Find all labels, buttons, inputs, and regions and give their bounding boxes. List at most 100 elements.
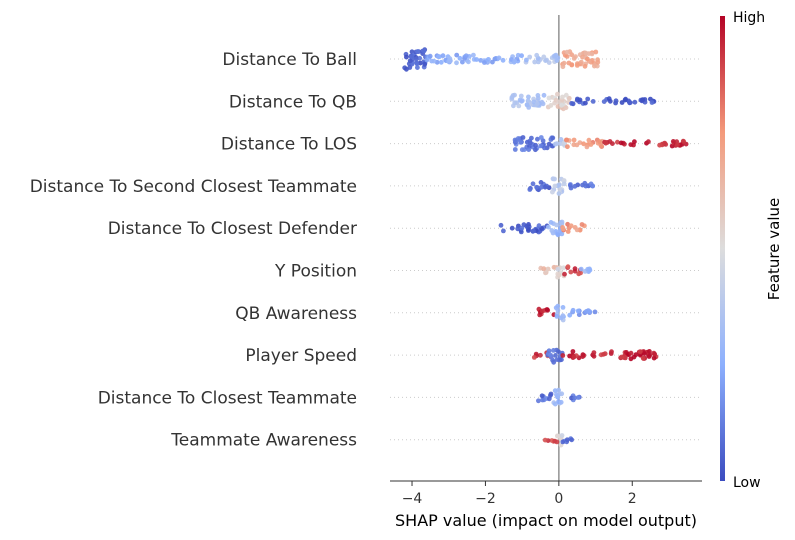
- shap-point: [553, 353, 558, 358]
- feature-points-8: [531, 347, 659, 365]
- shap-point: [591, 353, 597, 359]
- feature-label-2: Distance To QB: [229, 92, 357, 112]
- feature-points-9: [536, 387, 582, 407]
- shap-point: [463, 53, 469, 59]
- shap-point: [555, 232, 561, 238]
- colorbar-title: Feature value: [765, 198, 783, 300]
- shap-point: [565, 144, 570, 150]
- shap-point: [618, 140, 624, 146]
- shap-point: [585, 96, 591, 102]
- shap-point: [564, 49, 570, 55]
- shap-point: [404, 54, 409, 60]
- shap-point: [555, 308, 561, 313]
- shap-point: [555, 271, 561, 277]
- shap-point: [542, 145, 547, 151]
- shap-point: [601, 351, 606, 357]
- feature-points-7: [536, 303, 598, 323]
- shap-point: [555, 104, 561, 109]
- shap-point: [564, 137, 570, 143]
- shap-point: [518, 93, 524, 99]
- shap-point: [642, 351, 647, 356]
- shap-point: [530, 181, 536, 187]
- shap-point: [628, 350, 634, 356]
- shap-point: [538, 135, 544, 140]
- shap-point: [569, 62, 575, 68]
- shap-point: [590, 99, 596, 104]
- x-axis-ticks: −4 −2 0 2: [402, 481, 637, 507]
- feature-label-3: Distance To LOS: [221, 135, 357, 155]
- shap-point: [549, 228, 555, 233]
- shap-point: [431, 58, 437, 64]
- shap-point: [569, 437, 575, 443]
- shap-point: [546, 224, 551, 230]
- shap-point: [515, 136, 521, 141]
- shap-point: [544, 307, 550, 312]
- shap-point: [585, 56, 590, 62]
- shap-point: [568, 223, 574, 229]
- shap-point: [541, 92, 547, 98]
- shap-point: [535, 96, 541, 101]
- shap-point: [526, 147, 532, 153]
- shap-point: [555, 266, 561, 272]
- shap-point: [619, 354, 624, 360]
- shap-point: [574, 142, 580, 148]
- shap-point: [560, 94, 565, 100]
- shap-point: [544, 183, 549, 189]
- shap-point: [551, 348, 556, 353]
- x-tick-label-4: 2: [628, 491, 637, 507]
- shap-point: [550, 135, 556, 141]
- shap-point: [649, 100, 655, 105]
- shap-point: [500, 57, 506, 63]
- shap-point: [578, 59, 584, 65]
- shap-point: [559, 102, 564, 108]
- feature-label-7: QB Awareness: [235, 304, 357, 324]
- shap-point: [646, 354, 652, 359]
- shap-point: [516, 103, 522, 109]
- shap-point: [541, 54, 547, 60]
- feature-points-4: [527, 176, 596, 197]
- shap-point: [519, 53, 524, 59]
- shap-point: [583, 100, 588, 106]
- shap-point: [515, 226, 521, 232]
- shap-point: [509, 95, 515, 100]
- shap-point: [572, 266, 578, 272]
- shap-point: [528, 140, 533, 146]
- shap-point: [606, 96, 612, 102]
- shap-point: [509, 225, 515, 231]
- shap-point: [579, 222, 585, 227]
- shap-point: [558, 399, 564, 405]
- shap-point: [555, 433, 561, 439]
- shap-point: [552, 183, 558, 189]
- shap-point: [555, 91, 560, 97]
- shap-point: [554, 314, 560, 319]
- shap-point: [471, 52, 476, 58]
- shap-point: [548, 220, 554, 225]
- shap-point: [438, 59, 444, 65]
- shap-point: [490, 59, 495, 65]
- shap-point: [560, 305, 566, 310]
- feature-points-5: [498, 219, 587, 238]
- shap-point: [512, 58, 518, 64]
- shap-point: [559, 221, 565, 227]
- shap-point: [546, 141, 552, 147]
- shap-point: [534, 184, 539, 190]
- shap-point: [550, 189, 555, 195]
- shap-point: [565, 221, 570, 227]
- shap-point: [628, 142, 634, 148]
- shap-point: [519, 98, 525, 104]
- shap-point: [527, 187, 533, 192]
- shap-point: [535, 136, 540, 142]
- shap-point: [562, 271, 567, 277]
- shap-point: [457, 55, 463, 61]
- shap-point: [436, 54, 441, 60]
- shap-point: [613, 98, 619, 104]
- shap-point: [637, 349, 643, 354]
- feature-label-6: Y Position: [274, 262, 357, 282]
- shap-point: [454, 60, 459, 66]
- shap-point: [536, 223, 542, 229]
- shap-point: [558, 137, 564, 142]
- shap-point: [546, 396, 552, 402]
- shap-point: [628, 356, 634, 362]
- shap-point: [552, 388, 558, 394]
- shap-point: [552, 401, 558, 407]
